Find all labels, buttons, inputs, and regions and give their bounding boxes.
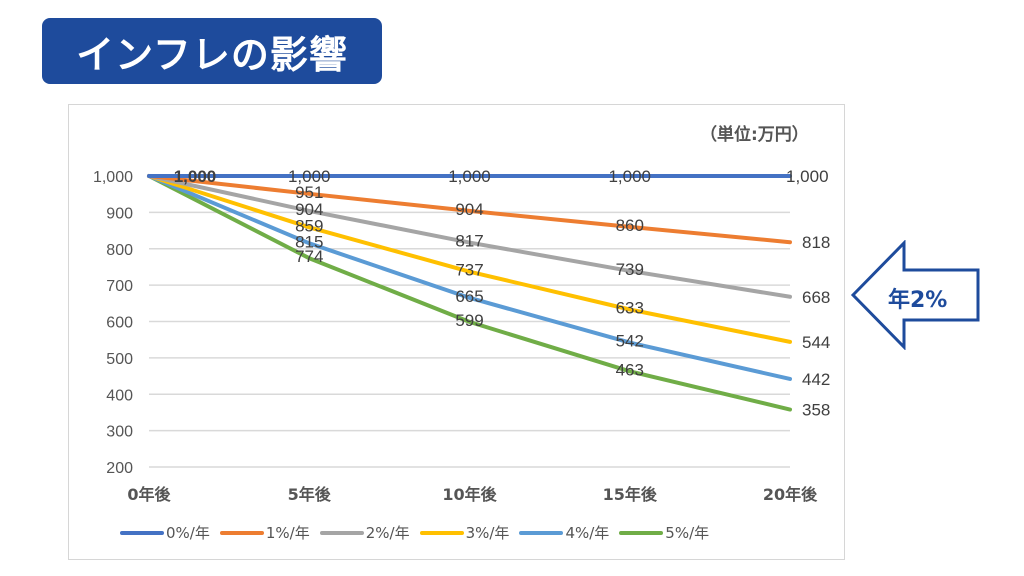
y-tick-label: 400 bbox=[106, 387, 133, 404]
legend-item: 4%/年 bbox=[519, 522, 609, 543]
legend-label: 0%/年 bbox=[166, 524, 210, 542]
legend-item: 0%/年 bbox=[120, 522, 210, 543]
legend-swatch bbox=[219, 530, 264, 535]
data-label: 358 bbox=[802, 401, 830, 420]
y-tick-label: 700 bbox=[106, 278, 133, 295]
legend-label: 1%/年 bbox=[265, 524, 310, 542]
data-label: 1,000 bbox=[174, 167, 217, 186]
data-label: 1,000 bbox=[608, 167, 651, 186]
data-label: 1,000 bbox=[288, 167, 331, 186]
series-line bbox=[147, 174, 792, 245]
data-label: 739 bbox=[616, 260, 644, 279]
data-label: 904 bbox=[455, 200, 483, 219]
data-label: 737 bbox=[455, 261, 483, 280]
y-tick-label: 500 bbox=[106, 351, 133, 368]
legend-swatch bbox=[319, 530, 364, 535]
x-tick-label: 5年後 bbox=[288, 485, 332, 504]
y-tick-label: 900 bbox=[106, 205, 133, 222]
left-arrow-icon bbox=[850, 240, 980, 350]
legend-item: 3%/年 bbox=[419, 522, 510, 543]
data-label: 859 bbox=[295, 216, 323, 235]
data-label: 633 bbox=[616, 298, 644, 317]
title-banner: インフレの影響 bbox=[42, 18, 382, 84]
data-label: 904 bbox=[295, 200, 323, 219]
data-label: 860 bbox=[616, 216, 644, 235]
x-tick-label: 0年後 bbox=[127, 485, 171, 504]
data-label: 542 bbox=[616, 332, 644, 351]
data-label: 818 bbox=[802, 233, 830, 252]
legend-swatch bbox=[120, 530, 164, 535]
callout-label: 年2% bbox=[888, 288, 948, 313]
data-label: 442 bbox=[802, 370, 830, 389]
x-tick-label: 20年後 bbox=[763, 485, 818, 504]
legend-label: 2%/年 bbox=[365, 524, 410, 542]
chart-legend: 0%/年 1%/年 2%/年 3%/年 4%/年 5%/年 bbox=[120, 522, 709, 543]
y-tick-label: 800 bbox=[106, 242, 133, 259]
data-label: 1,000 bbox=[448, 167, 491, 186]
series-line bbox=[147, 174, 792, 299]
data-label: 599 bbox=[455, 311, 483, 330]
series-line bbox=[147, 174, 792, 412]
legend-item: 5%/年 bbox=[619, 522, 709, 543]
legend-item: 2%/年 bbox=[319, 522, 410, 543]
page-title: インフレの影響 bbox=[76, 32, 348, 77]
y-tick-label: 1,000 bbox=[93, 169, 133, 186]
data-label: 815 bbox=[295, 232, 323, 251]
data-label: 951 bbox=[295, 183, 323, 202]
x-tick-label: 15年後 bbox=[603, 485, 658, 504]
legend-label: 3%/年 bbox=[465, 524, 510, 542]
legend-label: 4%/年 bbox=[565, 524, 610, 542]
y-tick-label: 200 bbox=[106, 460, 133, 477]
data-label: 665 bbox=[455, 287, 483, 306]
legend-label: 5%/年 bbox=[665, 524, 710, 542]
legend-item: 1%/年 bbox=[219, 522, 310, 543]
series-line bbox=[147, 174, 792, 344]
data-label: 1,000 bbox=[786, 167, 829, 186]
data-label: 463 bbox=[616, 360, 644, 379]
unit-label: （単位:万円） bbox=[700, 125, 809, 145]
data-label: 668 bbox=[802, 288, 830, 307]
legend-swatch bbox=[419, 530, 464, 535]
data-label: 774 bbox=[295, 247, 323, 266]
y-tick-label: 300 bbox=[106, 424, 133, 441]
legend-swatch bbox=[519, 530, 564, 535]
data-label: 544 bbox=[802, 333, 830, 352]
legend-swatch bbox=[619, 530, 664, 535]
y-tick-label: 600 bbox=[106, 315, 133, 332]
x-tick-label: 10年後 bbox=[442, 485, 497, 504]
series-line bbox=[147, 174, 792, 381]
data-label: 817 bbox=[455, 232, 483, 251]
